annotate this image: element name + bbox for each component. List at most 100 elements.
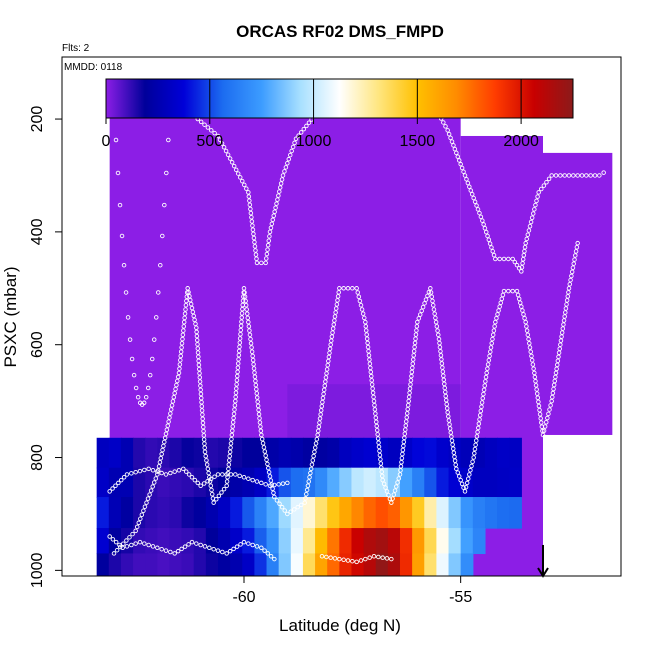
track-point bbox=[506, 288, 511, 294]
track-point bbox=[378, 461, 384, 466]
track-point bbox=[521, 253, 527, 258]
heatmap-cell bbox=[266, 437, 280, 469]
track-point bbox=[268, 478, 274, 483]
track-point bbox=[397, 472, 403, 477]
x-axis: -60 -55 bbox=[232, 575, 472, 606]
track-point bbox=[441, 373, 446, 378]
track-point bbox=[172, 551, 177, 556]
track-point bbox=[408, 382, 413, 387]
track-point bbox=[472, 446, 478, 452]
track-point bbox=[209, 487, 214, 493]
track-point bbox=[491, 252, 497, 258]
heatmap-cell bbox=[302, 467, 316, 498]
track-point bbox=[147, 492, 152, 497]
track-point bbox=[462, 173, 468, 178]
track-point bbox=[326, 354, 332, 360]
track-point bbox=[354, 286, 359, 291]
track-point bbox=[486, 357, 492, 363]
track-point bbox=[163, 431, 169, 437]
track-point bbox=[537, 412, 543, 417]
track-point bbox=[179, 546, 184, 552]
track-point bbox=[231, 411, 237, 417]
track-point bbox=[370, 386, 375, 391]
track-point bbox=[540, 428, 545, 434]
track-point bbox=[530, 362, 536, 367]
heatmap-cell bbox=[108, 437, 122, 469]
track-point bbox=[237, 473, 242, 479]
track-point bbox=[197, 375, 203, 380]
track-point bbox=[130, 531, 135, 537]
heatmap-cell bbox=[169, 553, 183, 576]
track-point bbox=[120, 545, 125, 551]
track-point bbox=[137, 539, 143, 545]
track-point bbox=[231, 546, 236, 552]
track-point bbox=[124, 544, 130, 549]
track-point bbox=[266, 469, 272, 475]
track-point bbox=[474, 438, 479, 443]
track-point bbox=[554, 366, 559, 372]
track-point bbox=[250, 227, 256, 232]
track-point bbox=[298, 502, 304, 508]
track-point bbox=[198, 119, 204, 125]
track-point bbox=[376, 440, 381, 445]
track-point bbox=[410, 357, 416, 362]
track-point bbox=[337, 556, 342, 562]
track-point bbox=[159, 546, 164, 552]
heatmap-cell bbox=[193, 528, 207, 555]
track-point bbox=[490, 336, 495, 342]
track-point bbox=[526, 336, 531, 342]
track-point bbox=[480, 396, 486, 401]
track-point bbox=[499, 296, 505, 302]
track-point bbox=[310, 458, 316, 463]
heatmap-cell bbox=[315, 497, 328, 529]
track-point bbox=[219, 141, 225, 146]
track-point bbox=[123, 290, 129, 295]
track-point bbox=[458, 161, 463, 167]
track-point bbox=[553, 374, 558, 380]
track-point bbox=[534, 198, 539, 204]
track-point bbox=[253, 382, 259, 388]
track-point bbox=[205, 125, 211, 130]
track-point bbox=[465, 180, 471, 186]
track-point bbox=[381, 481, 387, 487]
heatmap-cell bbox=[375, 528, 389, 555]
track-point bbox=[448, 430, 454, 435]
track-point bbox=[157, 460, 163, 465]
track-point bbox=[234, 386, 239, 391]
track-point bbox=[181, 328, 186, 333]
track-point bbox=[184, 298, 189, 304]
track-point bbox=[322, 383, 328, 388]
track-point bbox=[396, 476, 402, 481]
track-point bbox=[548, 403, 553, 408]
track-point bbox=[546, 411, 551, 417]
track-point bbox=[183, 302, 189, 308]
heatmap-cell bbox=[436, 553, 450, 576]
track-point bbox=[321, 391, 326, 397]
track-point bbox=[176, 467, 182, 473]
track-point bbox=[265, 242, 271, 248]
track-point bbox=[228, 472, 234, 477]
track-point bbox=[252, 374, 258, 380]
track-point bbox=[429, 294, 435, 300]
track-point bbox=[285, 480, 290, 486]
track-point bbox=[251, 362, 256, 367]
track-point bbox=[313, 441, 319, 446]
track-point bbox=[118, 477, 124, 483]
track-point bbox=[481, 391, 486, 397]
track-point bbox=[549, 398, 554, 404]
track-point bbox=[162, 202, 167, 208]
track-point bbox=[227, 458, 232, 463]
track-point bbox=[401, 443, 406, 449]
track-point bbox=[117, 544, 123, 550]
track-point bbox=[446, 418, 452, 423]
track-point bbox=[441, 377, 447, 383]
track-point bbox=[498, 300, 504, 305]
heatmap-cell bbox=[339, 437, 353, 469]
track-point bbox=[257, 420, 263, 425]
track-point bbox=[235, 171, 241, 176]
track-point bbox=[198, 391, 204, 397]
track-point bbox=[110, 537, 116, 542]
track-point bbox=[199, 408, 205, 413]
track-point bbox=[224, 479, 230, 484]
track-point bbox=[239, 311, 245, 316]
